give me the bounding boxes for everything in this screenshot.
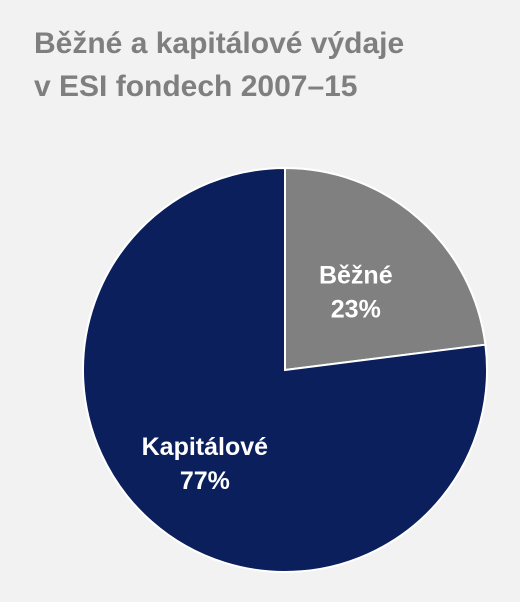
pie-slice-bezne [284, 166, 487, 372]
pie-slice-label-bezne: Běžné 23% [319, 262, 393, 324]
pie-slice-kapitalove [82, 166, 488, 573]
pie-slices [82, 166, 488, 573]
pie-slice-label-kapitalove: Kapitálové 77% [142, 433, 269, 495]
pie-labels: Běžné 23% Kapitálové 77% [142, 262, 393, 495]
chart-title-line-2: v ESI fondech 2007–15 [34, 70, 358, 103]
chart-title-line-1: Běžné a kapitálové výdaje [34, 27, 405, 60]
chart-title: Běžné a kapitálové výdaje v ESI fondech … [34, 22, 514, 108]
